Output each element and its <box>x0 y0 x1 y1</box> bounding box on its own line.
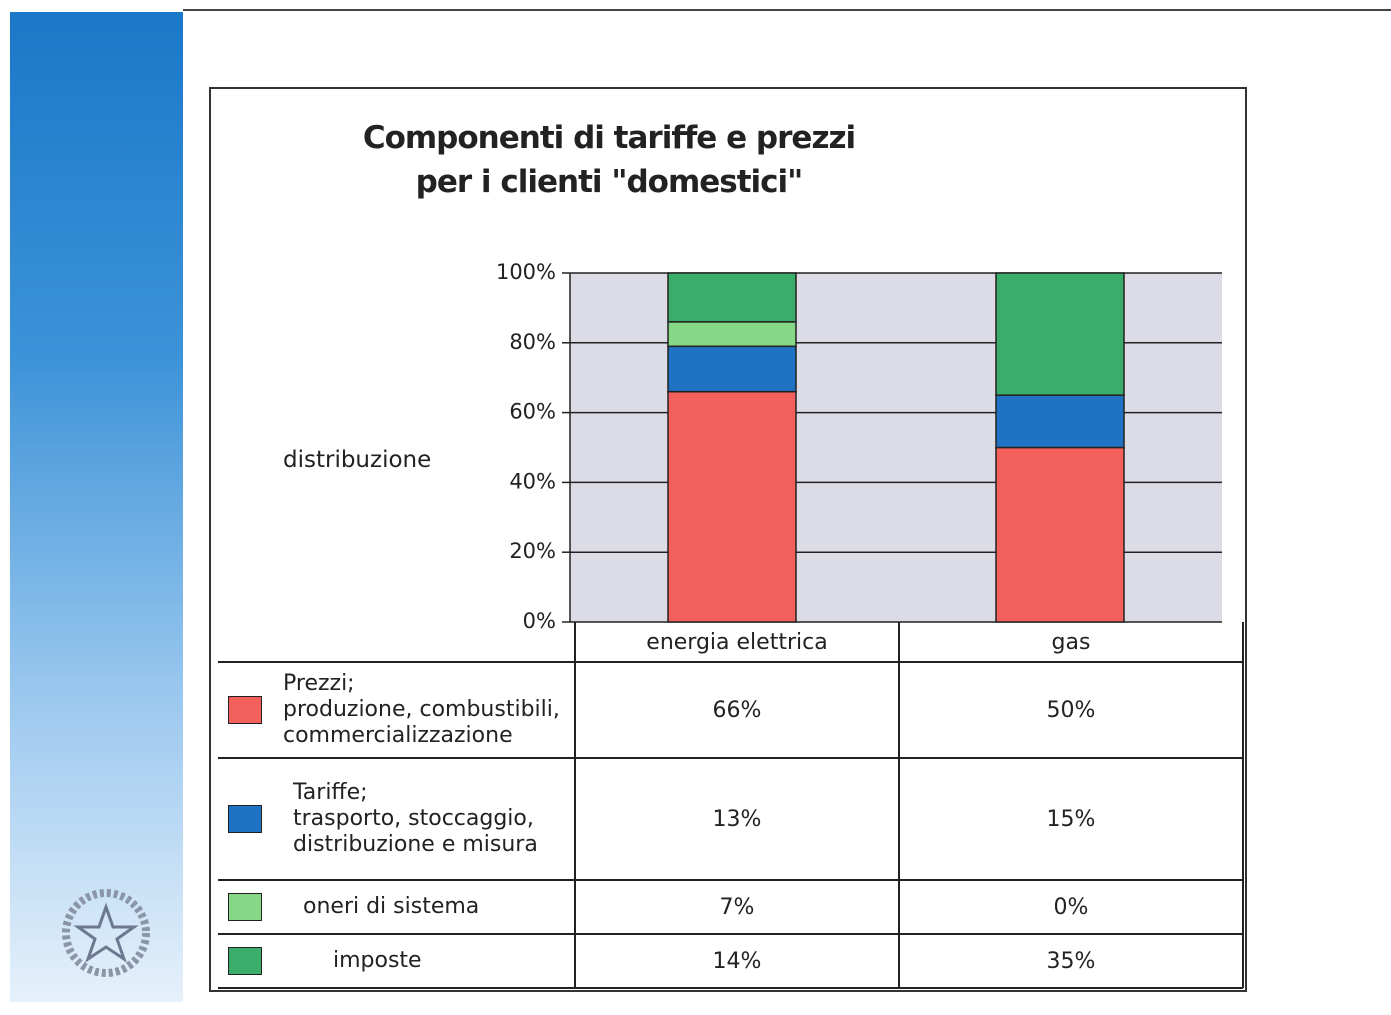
legend-label: Tariffe; trasporto, stoccaggio, distribu… <box>293 780 538 857</box>
value-label: 13% <box>712 806 762 832</box>
y-tick-label: 60% <box>509 400 556 424</box>
category-label: gas <box>1051 629 1091 655</box>
legend-label: Prezzi; produzione, combustibili, commer… <box>283 671 560 748</box>
category-label: energia elettrica <box>646 629 828 655</box>
legend-label: oneri di sistema <box>303 894 480 919</box>
value-label: 15% <box>1046 806 1096 832</box>
legend-swatch <box>228 893 262 921</box>
legend-swatch <box>228 696 262 724</box>
value-label: 0% <box>1053 894 1089 920</box>
side-band <box>10 12 183 1002</box>
bar-segment <box>667 272 797 323</box>
legend-label: imposte <box>333 948 422 973</box>
value-label: 50% <box>1046 697 1096 723</box>
value-label: 35% <box>1046 948 1096 974</box>
y-tick-label: 100% <box>496 260 556 284</box>
y-axis-label: distribuzione <box>283 447 432 473</box>
bar-segment <box>995 272 1125 396</box>
bar-segment <box>995 446 1125 623</box>
legend-swatch <box>228 947 262 975</box>
value-label: 7% <box>719 894 755 920</box>
bar-segment <box>995 394 1125 449</box>
bar-segment <box>667 345 797 393</box>
legend-swatch <box>228 805 262 833</box>
value-label: 66% <box>712 697 762 723</box>
chart-frame <box>209 87 1247 992</box>
chart-title: Componenti di tariffe e prezzi per i cli… <box>362 120 856 200</box>
bar-segment <box>667 321 797 348</box>
bar-segment <box>667 390 797 623</box>
y-tick-label: 20% <box>509 539 556 563</box>
top-rule <box>183 9 1391 11</box>
emblem <box>62 889 150 977</box>
y-tick-label: 0% <box>523 609 556 633</box>
y-tick-label: 40% <box>509 469 556 493</box>
value-label: 14% <box>712 948 762 974</box>
y-tick-label: 80% <box>509 330 556 354</box>
